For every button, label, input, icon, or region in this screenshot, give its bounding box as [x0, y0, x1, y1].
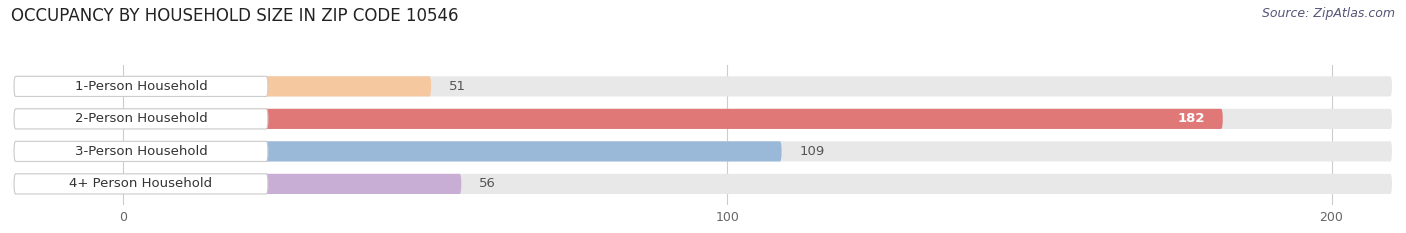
FancyBboxPatch shape — [14, 76, 269, 96]
Text: 56: 56 — [479, 177, 496, 190]
FancyBboxPatch shape — [14, 174, 1392, 194]
FancyBboxPatch shape — [14, 109, 1223, 129]
FancyBboxPatch shape — [14, 76, 1392, 96]
FancyBboxPatch shape — [14, 174, 461, 194]
Text: 51: 51 — [449, 80, 467, 93]
Text: Source: ZipAtlas.com: Source: ZipAtlas.com — [1261, 7, 1395, 20]
FancyBboxPatch shape — [14, 141, 269, 161]
Text: 3-Person Household: 3-Person Household — [75, 145, 207, 158]
FancyBboxPatch shape — [14, 109, 269, 129]
Text: OCCUPANCY BY HOUSEHOLD SIZE IN ZIP CODE 10546: OCCUPANCY BY HOUSEHOLD SIZE IN ZIP CODE … — [11, 7, 458, 25]
Text: 182: 182 — [1177, 112, 1205, 125]
FancyBboxPatch shape — [14, 141, 1392, 161]
Text: 4+ Person Household: 4+ Person Household — [69, 177, 212, 190]
Text: 1-Person Household: 1-Person Household — [75, 80, 207, 93]
FancyBboxPatch shape — [14, 109, 1392, 129]
Text: 2-Person Household: 2-Person Household — [75, 112, 207, 125]
FancyBboxPatch shape — [14, 174, 269, 194]
FancyBboxPatch shape — [14, 76, 432, 96]
FancyBboxPatch shape — [14, 141, 782, 161]
Text: 109: 109 — [800, 145, 825, 158]
